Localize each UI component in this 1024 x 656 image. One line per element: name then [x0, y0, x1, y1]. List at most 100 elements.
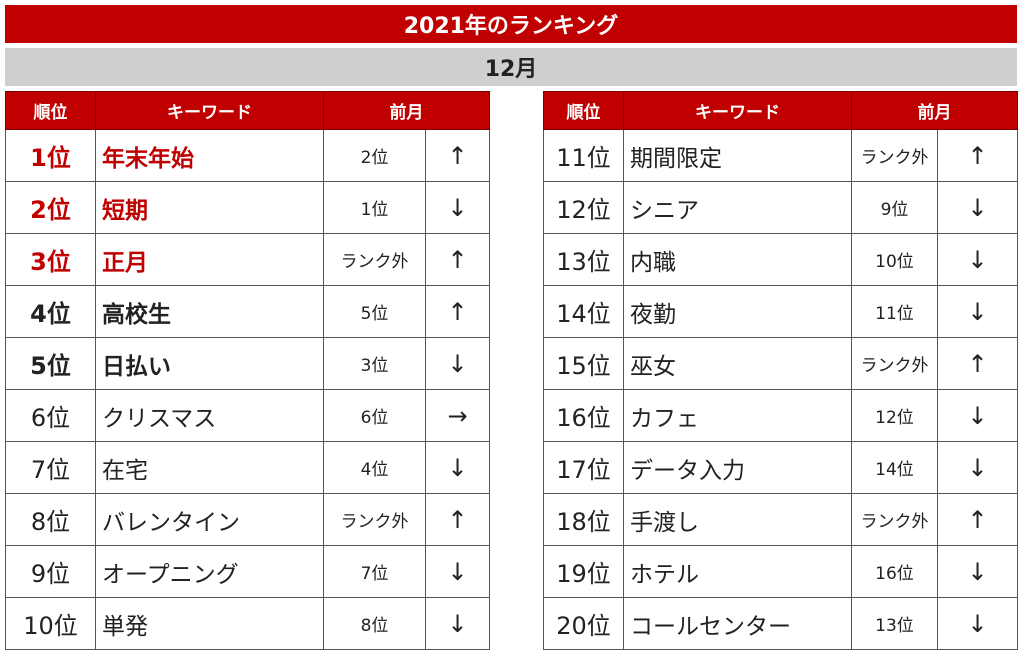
page-title: 2021年のランキング: [5, 5, 1017, 43]
rank-cell: 16位: [543, 389, 624, 442]
keyword-cell: 期間限定: [623, 129, 852, 182]
table-row: 2位 短期 1位 ↓: [5, 181, 490, 234]
table-row: 6位 クリスマス 6位 →: [5, 389, 490, 442]
previous-rank-cell: 1位: [323, 181, 426, 234]
rank-cell: 8位: [5, 493, 96, 546]
table-row: 4位 高校生 5位 ↑: [5, 285, 490, 338]
table-row: 16位 カフェ 12位 ↓: [543, 389, 1018, 442]
table-row: 11位 期間限定 ランク外 ↑: [543, 129, 1018, 182]
previous-rank-cell: 14位: [851, 441, 938, 494]
previous-rank-cell: 12位: [851, 389, 938, 442]
previous-rank-cell: ランク外: [323, 493, 426, 546]
table-row: 5位 日払い 3位 ↓: [5, 337, 490, 390]
keyword-cell: 内職: [623, 233, 852, 286]
table-row: 9位 オープニング 7位 ↓: [5, 545, 490, 598]
keyword-cell: バレンタイン: [95, 493, 324, 546]
previous-rank-cell: 10位: [851, 233, 938, 286]
ranking-table-left: 順位 キーワード 前月 1位 年末年始 2位 ↑ 2位 短期 1位 ↓ 3位 正月 ランク外 ↑ 4位高…: [5, 91, 490, 650]
rank-cell: 13位: [543, 233, 624, 286]
table-row: 20位 コールセンター 13位 ↓: [543, 597, 1018, 650]
trend-arrow-icon: ↑: [425, 493, 490, 546]
trend-arrow-icon: ↑: [937, 493, 1018, 546]
table-row: 7位 在宅 4位 ↓: [5, 441, 490, 494]
keyword-cell: ホテル: [623, 545, 852, 598]
rank-cell: 18位: [543, 493, 624, 546]
trend-arrow-icon: ↓: [937, 389, 1018, 442]
trend-arrow-icon: ↑: [425, 285, 490, 338]
rank-cell: 10位: [5, 597, 96, 650]
trend-arrow-icon: ↓: [425, 597, 490, 650]
previous-rank-cell: 9位: [851, 181, 938, 234]
keyword-cell: 巫女: [623, 337, 852, 390]
rank-cell: 2位: [5, 181, 96, 234]
table-row: 12位 シニア 9位 ↓: [543, 181, 1018, 234]
table-row: 10位 単発 8位 ↓: [5, 597, 490, 650]
trend-arrow-icon: ↓: [425, 545, 490, 598]
keyword-cell: 年末年始: [95, 129, 324, 182]
rank-cell: 1位: [5, 129, 96, 182]
rank-cell: 11位: [543, 129, 624, 182]
trend-arrow-icon: ↓: [425, 181, 490, 234]
keyword-cell: コールセンター: [623, 597, 852, 650]
trend-arrow-icon: ↓: [937, 545, 1018, 598]
rank-cell: 20位: [543, 597, 624, 650]
keyword-cell: シニア: [623, 181, 852, 234]
rank-cell: 6位: [5, 389, 96, 442]
trend-arrow-icon: ↑: [937, 337, 1018, 390]
keyword-column-header: キーワード: [623, 91, 852, 130]
trend-arrow-icon: ↓: [425, 337, 490, 390]
previous-rank-cell: ランク外: [851, 493, 938, 546]
table-header-row: 順位 キーワード 前月: [5, 91, 490, 130]
keyword-cell: 高校生: [95, 285, 324, 338]
previous-rank-cell: 11位: [851, 285, 938, 338]
rank-column-header: 順位: [543, 91, 624, 130]
trend-arrow-icon: ↓: [937, 285, 1018, 338]
previous-rank-cell: 3位: [323, 337, 426, 390]
previous-column-header: 前月: [851, 91, 1018, 130]
ranking-table-right: 順位 キーワード 前月 11位 期間限定 ランク外 ↑ 12位 シニア 9位 ↓ 13位 内職 10…: [543, 91, 1018, 650]
trend-arrow-icon: ↓: [937, 181, 1018, 234]
keyword-cell: 短期: [95, 181, 324, 234]
previous-rank-cell: 2位: [323, 129, 426, 182]
rank-cell: 9位: [5, 545, 96, 598]
previous-rank-cell: 13位: [851, 597, 938, 650]
table-row: 19位 ホテル 16位 ↓: [543, 545, 1018, 598]
rank-cell: 3位: [5, 233, 96, 286]
previous-rank-cell: ランク外: [851, 129, 938, 182]
table-row: 14位 夜勤 11位 ↓: [543, 285, 1018, 338]
previous-rank-cell: ランク外: [323, 233, 426, 286]
trend-arrow-icon: ↓: [937, 597, 1018, 650]
keyword-cell: 正月: [95, 233, 324, 286]
keyword-cell: オープニング: [95, 545, 324, 598]
keyword-cell: 夜勤: [623, 285, 852, 338]
previous-rank-cell: 7位: [323, 545, 426, 598]
keyword-cell: 手渡し: [623, 493, 852, 546]
rank-cell: 14位: [543, 285, 624, 338]
rank-cell: 5位: [5, 337, 96, 390]
trend-arrow-icon: ↓: [425, 441, 490, 494]
previous-rank-cell: ランク外: [851, 337, 938, 390]
rank-cell: 4位: [5, 285, 96, 338]
trend-arrow-icon: ↓: [937, 233, 1018, 286]
keyword-cell: 在宅: [95, 441, 324, 494]
keyword-column-header: キーワード: [95, 91, 324, 130]
table-row: 18位 手渡し ランク外 ↑: [543, 493, 1018, 546]
keyword-cell: 単発: [95, 597, 324, 650]
rank-cell: 12位: [543, 181, 624, 234]
keyword-cell: データ入力: [623, 441, 852, 494]
keyword-cell: クリスマス: [95, 389, 324, 442]
table-row: 15位 巫女 ランク外 ↑: [543, 337, 1018, 390]
previous-rank-cell: 4位: [323, 441, 426, 494]
trend-arrow-icon: ↓: [937, 441, 1018, 494]
keyword-cell: 日払い: [95, 337, 324, 390]
trend-arrow-icon: ↑: [937, 129, 1018, 182]
table-row: 8位 バレンタイン ランク外 ↑: [5, 493, 490, 546]
previous-rank-cell: 16位: [851, 545, 938, 598]
table-row: 1位 年末年始 2位 ↑: [5, 129, 490, 182]
rank-cell: 7位: [5, 441, 96, 494]
previous-rank-cell: 8位: [323, 597, 426, 650]
keyword-cell: カフェ: [623, 389, 852, 442]
trend-arrow-icon: ↑: [425, 233, 490, 286]
rank-cell: 15位: [543, 337, 624, 390]
table-row: 17位 データ入力 14位 ↓: [543, 441, 1018, 494]
